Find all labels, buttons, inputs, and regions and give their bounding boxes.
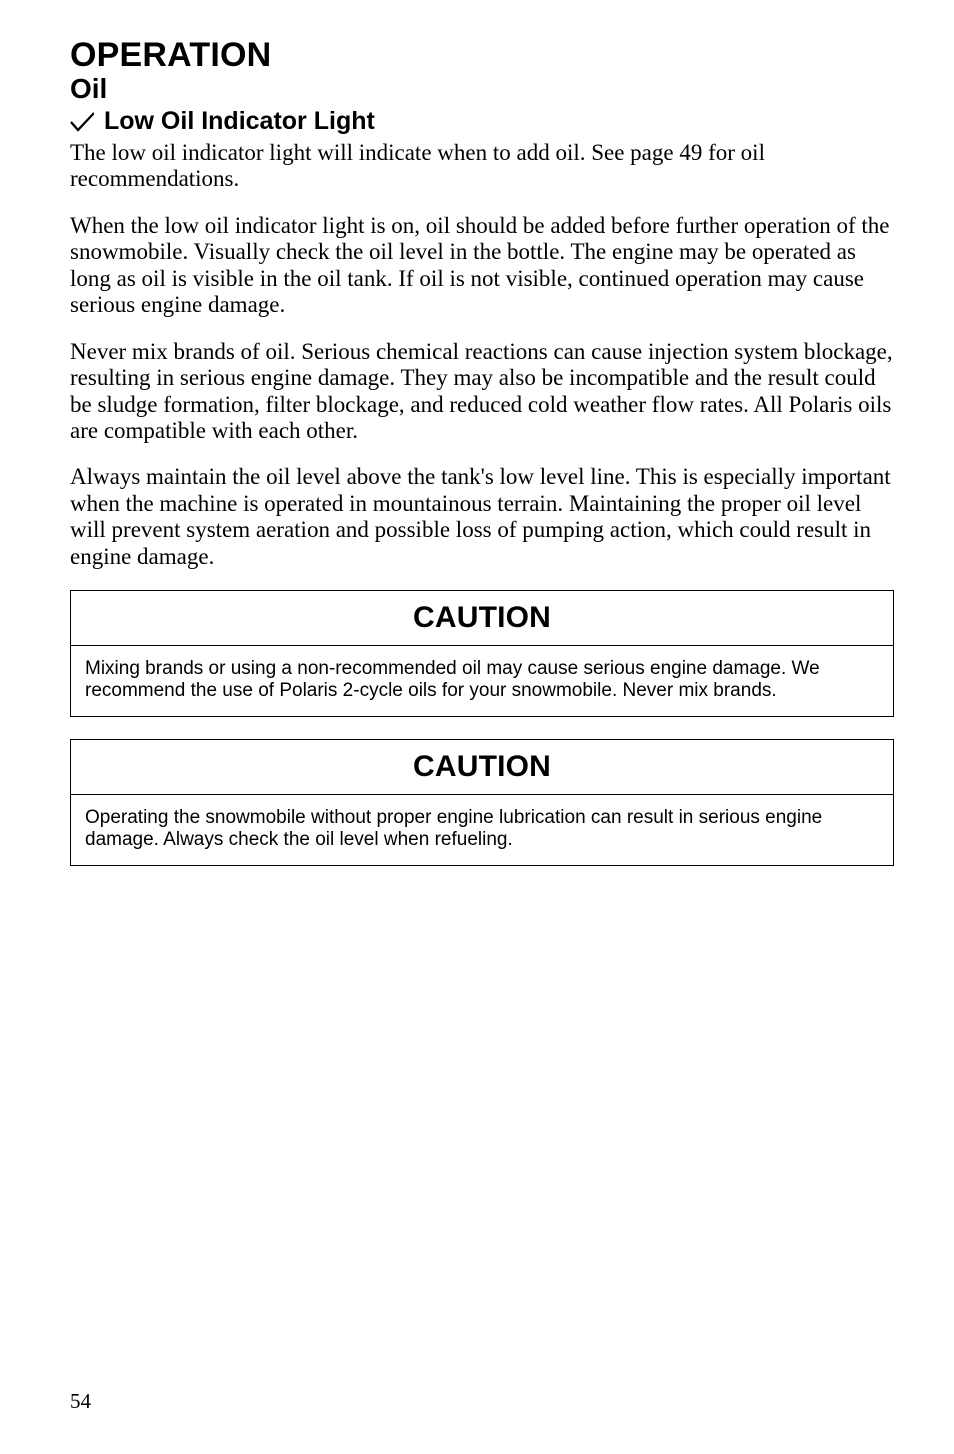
caution-box-1: CAUTION Mixing brands or using a non-rec… — [70, 590, 894, 717]
caution-2-body: Operating the snowmobile without proper … — [71, 795, 893, 865]
page-heading-oil: Oil — [70, 73, 894, 105]
caution-1-title-wrap: CAUTION — [71, 591, 893, 646]
page-heading-operation: OPERATION — [70, 36, 894, 75]
caution-box-2: CAUTION Operating the snowmobile without… — [70, 739, 894, 866]
page-number: 54 — [70, 1389, 91, 1414]
section-heading-row: Low Oil Indicator Light — [70, 107, 894, 136]
paragraph-4: Always maintain the oil level above the … — [70, 464, 894, 570]
paragraph-2: When the low oil indicator light is on, … — [70, 213, 894, 319]
paragraph-1: The low oil indicator light will indicat… — [70, 140, 894, 193]
paragraph-3: Never mix brands of oil. Serious chemica… — [70, 339, 894, 445]
caution-2-title: CAUTION — [413, 750, 551, 783]
caution-1-title: CAUTION — [413, 601, 551, 634]
checkmark-icon — [70, 112, 94, 132]
caution-2-title-wrap: CAUTION — [71, 740, 893, 795]
caution-1-body: Mixing brands or using a non-recommended… — [71, 646, 893, 716]
section-heading-low-oil: Low Oil Indicator Light — [104, 107, 375, 136]
